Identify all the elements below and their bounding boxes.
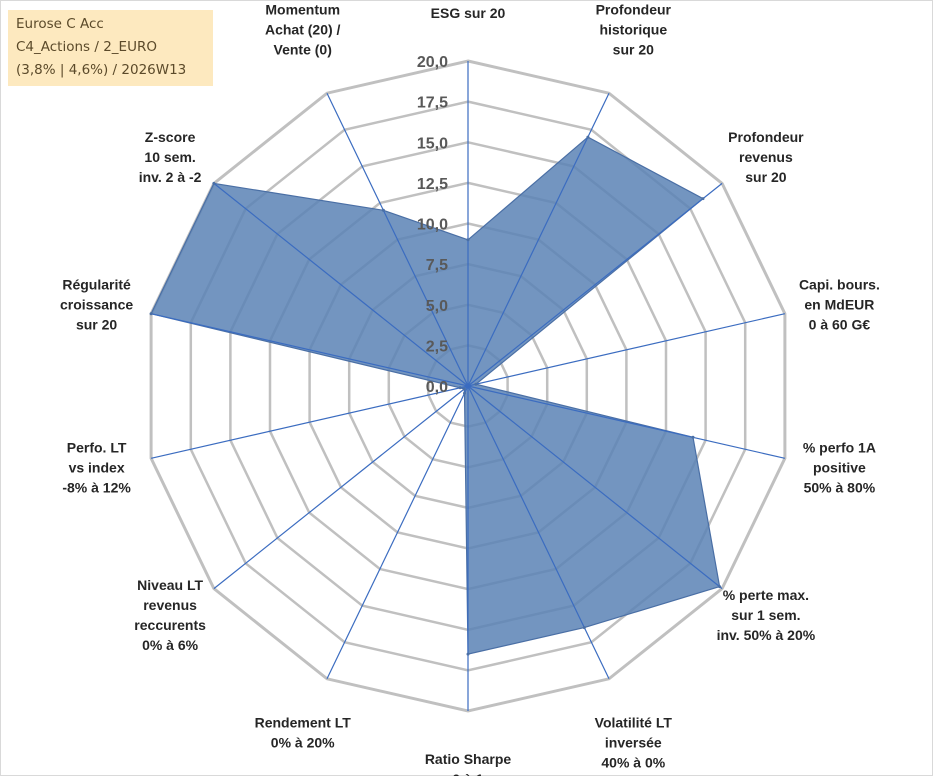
axis-spoke [213,182,469,387]
axis-spoke [467,385,610,680]
axis-label: 0 à 1 [452,771,483,776]
data-point [149,312,153,316]
axis-label: 40% à 0% [601,755,665,771]
axis-spoke [467,92,610,387]
tick-label: 2,5 [426,338,448,355]
axis-label: Achat (20) / [265,21,341,37]
tick-label: 12,5 [417,176,448,193]
axis-label: sur 20 [613,41,654,57]
axis-spoke [150,313,469,387]
axis-spoke [467,182,723,387]
tick-label: 0,0 [426,379,448,396]
axis-label: sur 20 [76,316,117,332]
axis-label: historique [599,21,667,37]
axis-label: 0% à 20% [271,735,335,751]
axis-label: vs index [69,460,125,476]
axis-spoke [467,385,786,459]
axis-label: sur 20 [745,169,786,185]
axis-label: % perte max. [723,587,809,603]
tick-label: 15,0 [417,135,448,152]
data-point [718,585,722,589]
axis-spoke [150,385,469,459]
fund-stats: (3,8% | 4,6%) / 2026W13 [16,62,187,78]
axis-label: Régularité [62,276,131,292]
axis-label: positive [813,460,866,476]
axis-label: revenus [739,149,793,165]
axis-label: Note [452,0,483,1]
axis-label: -8% à 12% [62,480,131,496]
tick-label: 7,5 [426,257,448,274]
data-point [458,386,462,390]
fund-category: C4_Actions / 2_EURO [16,39,157,55]
data-point [466,652,470,656]
tick-label: 5,0 [426,298,448,315]
axis-spoke [467,313,786,387]
axis-label: Momentum [265,1,340,17]
axis-label: reccurents [134,617,206,633]
axis-label: en MdEUR [804,296,874,312]
axis-label: Rendement LT [255,715,352,731]
axis-label: revenus [143,597,197,613]
axis-label: Profondeur [596,1,672,17]
axis-label: sur 1 sem. [731,607,800,623]
axis-label: Ratio Sharpe [425,751,512,767]
data-point [212,181,216,185]
fund-info-box: Eurose C Acc C4_Actions / 2_EURO (3,8% |… [8,10,213,86]
data-point [582,626,586,630]
axis-label: 50% à 80% [804,480,876,496]
axis-label: inv. 50% à 20% [717,627,816,643]
axis-label: 10 sem. [144,149,195,165]
tick-label: 17,5 [417,95,448,112]
axis-label: 0% à 6% [142,637,199,653]
fund-name: Eurose C Acc [16,16,104,32]
data-point [701,197,705,201]
data-point [466,238,470,242]
axis-label: Volatilité LT [595,715,673,731]
axis-label: Z-score [145,129,196,145]
axis-label: inv. 2 à -2 [139,169,202,185]
axis-spoke [326,385,469,680]
axis-label: 0 à 60 G€ [809,316,871,332]
axis-label: ESG sur 20 [431,5,506,21]
axis-label: Capi. bours. [799,276,880,292]
tick-label: 10,0 [417,217,448,234]
axis-label: croissance [60,296,133,312]
axis-label: Profondeur [728,129,804,145]
axis-spoke [213,385,469,590]
axis-label: Vente (0) [274,41,332,57]
axis-label: Niveau LT [137,577,203,593]
data-point [381,208,385,212]
axis-spoke [326,92,469,387]
data-point [462,387,466,391]
data-point [586,135,590,139]
data-point [474,382,478,386]
axis-label: inversée [605,735,662,751]
axis-label: Perfo. LT [67,440,127,456]
axis-label: % perfo 1A [803,440,876,456]
axis-spoke [467,385,723,590]
tick-label: 20,0 [417,54,448,71]
data-point [691,435,695,439]
data-point [463,391,466,395]
